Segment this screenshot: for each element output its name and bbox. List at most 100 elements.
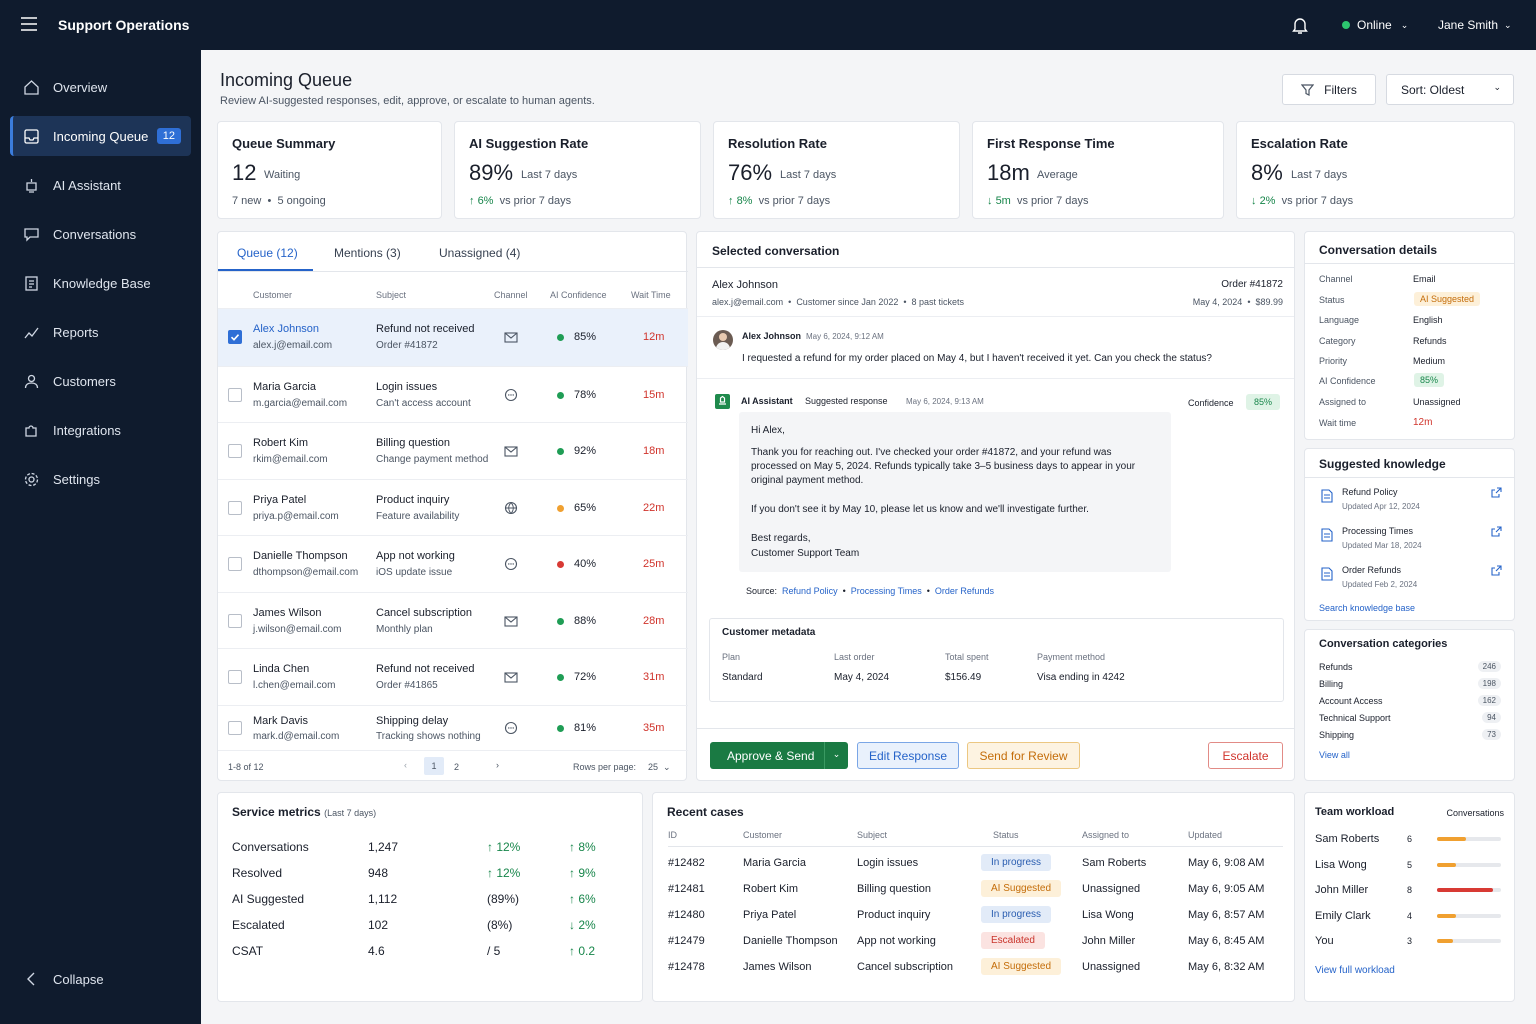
table-row[interactable]: #12480 Priya Patel Product inquiry In progr… bbox=[668, 903, 1278, 929]
view-full-workload-link[interactable]: View full workload bbox=[1315, 965, 1395, 976]
sidebar-item-integrations[interactable]: Integrations bbox=[10, 410, 191, 450]
row-checkbox[interactable] bbox=[228, 388, 242, 402]
email-channel-icon bbox=[504, 444, 520, 460]
sidebar-item-overview[interactable]: Overview bbox=[10, 67, 191, 107]
ticket-subject: Billing question bbox=[376, 437, 450, 449]
row-checkbox[interactable] bbox=[228, 330, 242, 344]
row-checkbox[interactable] bbox=[228, 614, 242, 628]
source-link-order-refunds[interactable]: Order Refunds bbox=[934, 586, 994, 596]
queue-row[interactable]: Linda Chen l.chen@email.com Refund not rec… bbox=[218, 648, 688, 705]
row-checkbox[interactable] bbox=[228, 670, 242, 684]
filters-button[interactable]: Filters bbox=[1282, 74, 1376, 105]
case-customer: Maria Garcia bbox=[743, 857, 806, 869]
case-subject: Product inquiry bbox=[857, 909, 931, 921]
menu-icon[interactable] bbox=[21, 17, 37, 31]
user-menu[interactable]: Jane Smith ⌄ bbox=[1438, 18, 1512, 32]
external-link-icon[interactable] bbox=[1491, 487, 1502, 498]
external-link-icon[interactable] bbox=[1491, 565, 1502, 576]
page-2-button[interactable]: 2 bbox=[454, 762, 460, 772]
category-item[interactable]: Shipping 73 bbox=[1319, 729, 1501, 740]
table-row[interactable]: #12481 Robert Kim Billing question AI Sugge… bbox=[668, 877, 1278, 903]
rows-per-page-select[interactable]: 25 ⌄ bbox=[648, 762, 671, 772]
row-checkbox[interactable] bbox=[228, 721, 242, 735]
table-row[interactable]: #12479 Danielle Thompson App not working Es… bbox=[668, 929, 1278, 955]
category-item[interactable]: Account Access 162 bbox=[1319, 695, 1501, 706]
bell-icon[interactable] bbox=[1291, 16, 1309, 35]
column-header-subject[interactable]: Subject bbox=[376, 290, 407, 300]
sidebar-item-incoming-queue[interactable]: Incoming Queue 12 bbox=[10, 116, 191, 156]
page-1-button[interactable]: 1 bbox=[424, 757, 444, 775]
row-checkbox[interactable] bbox=[228, 557, 242, 571]
category-label: Account Access bbox=[1319, 696, 1383, 706]
sidebar-item-label: Customers bbox=[53, 373, 116, 389]
metric-change: ↑ 12% bbox=[487, 866, 521, 880]
queue-row[interactable]: Danielle Thompson dthompson@email.com App … bbox=[218, 535, 688, 592]
workload-bar bbox=[1437, 939, 1501, 943]
sidebar-item-conversations[interactable]: Conversations bbox=[10, 214, 191, 254]
collapse-button[interactable]: Collapse bbox=[10, 959, 191, 999]
sidebar-item-settings[interactable]: Settings bbox=[10, 459, 191, 499]
divider bbox=[668, 846, 1283, 847]
approve-send-button[interactable]: Approve & Send ⌄ bbox=[710, 742, 848, 769]
status-dropdown[interactable]: Online ⌄ bbox=[1342, 18, 1408, 32]
column-header-customer[interactable]: Customer bbox=[253, 290, 293, 300]
queue-row[interactable]: James Wilson j.wilson@email.com Cancel sub… bbox=[218, 592, 688, 648]
agent-count: 3 bbox=[1407, 936, 1413, 946]
category-item[interactable]: Technical Support 94 bbox=[1319, 712, 1501, 723]
tab-unassigned[interactable]: Unassigned (4) bbox=[439, 246, 521, 260]
sidebar-item-knowledge-base[interactable]: Knowledge Base bbox=[10, 263, 191, 303]
row-checkbox[interactable] bbox=[228, 444, 242, 458]
category-item[interactable]: Billing 198 bbox=[1319, 678, 1501, 689]
view-all-link[interactable]: View all bbox=[1319, 750, 1350, 760]
sidebar-item-ai-assistant[interactable]: AI Assistant bbox=[10, 165, 191, 205]
knowledge-item[interactable]: Order Refunds Updated Feb 2, 2024 bbox=[1319, 565, 1509, 601]
page-title: Incoming Queue bbox=[220, 70, 353, 90]
customer-name: Priya Patel bbox=[253, 494, 307, 506]
category-count: 246 bbox=[1477, 661, 1501, 672]
stat-unit: Average bbox=[1037, 169, 1078, 181]
table-row[interactable]: #12478 James Wilson Cancel subscription AI … bbox=[668, 955, 1278, 981]
prev-page-icon[interactable]: ‹ bbox=[404, 760, 407, 770]
source-link-processing-times[interactable]: Processing Times bbox=[850, 586, 922, 596]
tab-queue[interactable]: Queue (12) bbox=[237, 246, 298, 260]
status-badge: AI Suggested bbox=[1414, 292, 1481, 306]
column-header-channel[interactable]: Channel bbox=[494, 290, 528, 300]
case-assigned: John Miller bbox=[1082, 935, 1136, 947]
tab-mentions[interactable]: Mentions (3) bbox=[334, 246, 401, 260]
sidebar-item-reports[interactable]: Reports bbox=[10, 312, 191, 352]
row-checkbox[interactable] bbox=[228, 501, 242, 515]
sidebar-item-customers[interactable]: Customers bbox=[10, 361, 191, 401]
sort-dropdown[interactable]: Sort: Oldest ⌄ bbox=[1386, 74, 1514, 105]
search-knowledge-link[interactable]: Search knowledge base bbox=[1319, 603, 1416, 613]
queue-row[interactable]: Mark Davis mark.d@email.com Shipping delay… bbox=[218, 705, 688, 750]
chevron-down-icon[interactable]: ⌄ bbox=[824, 742, 848, 769]
edit-response-button[interactable]: Edit Response bbox=[857, 742, 959, 769]
queue-row[interactable]: Robert Kim rkim@email.com Billing question… bbox=[218, 422, 688, 479]
queue-row[interactable]: Maria Garcia m.garcia@email.com Login issu… bbox=[218, 366, 688, 422]
table-row[interactable]: #12482 Maria Garcia Login issues In progres… bbox=[668, 851, 1278, 877]
category-label: Refunds bbox=[1319, 662, 1353, 672]
home-icon bbox=[22, 78, 40, 96]
customer-name: Danielle Thompson bbox=[253, 550, 348, 562]
queue-row[interactable]: Alex Johnson alex.j@email.com Refund not r… bbox=[218, 308, 688, 366]
agent-name: Lisa Wong bbox=[1315, 858, 1367, 871]
stat-card-ai-suggestion-rate: AI Suggestion Rate 89% Last 7 days ↑ 6% … bbox=[454, 121, 701, 219]
escalate-button[interactable]: Escalate bbox=[1208, 742, 1283, 769]
knowledge-item[interactable]: Processing Times Updated Mar 18, 2024 bbox=[1319, 526, 1509, 562]
send-for-review-button[interactable]: Send for Review bbox=[967, 742, 1080, 769]
external-link-icon[interactable] bbox=[1491, 526, 1502, 537]
suggested-response-box[interactable]: Hi Alex, Thank you for reaching out. I'v… bbox=[739, 412, 1171, 572]
column-header-ai-confidence[interactable]: AI Confidence bbox=[550, 290, 607, 300]
knowledge-item[interactable]: Refund Policy Updated Apr 12, 2024 bbox=[1319, 487, 1509, 523]
next-page-icon[interactable]: › bbox=[496, 760, 499, 770]
source-link-refund-policy[interactable]: Refund Policy bbox=[782, 586, 838, 596]
column-header-wait-time[interactable]: Wait Time bbox=[631, 290, 671, 300]
queue-row[interactable]: Priya Patel priya.p@email.com Product inqu… bbox=[218, 479, 688, 535]
detail-value-assigned[interactable]: Unassigned bbox=[1413, 397, 1461, 407]
chat-channel-icon bbox=[504, 557, 520, 573]
past-tickets: 8 past tickets bbox=[911, 297, 965, 307]
customer-name: Robert Kim bbox=[253, 437, 309, 449]
email-channel-icon bbox=[504, 614, 520, 630]
category-item[interactable]: Refunds 246 bbox=[1319, 661, 1501, 672]
case-customer: James Wilson bbox=[743, 961, 812, 973]
